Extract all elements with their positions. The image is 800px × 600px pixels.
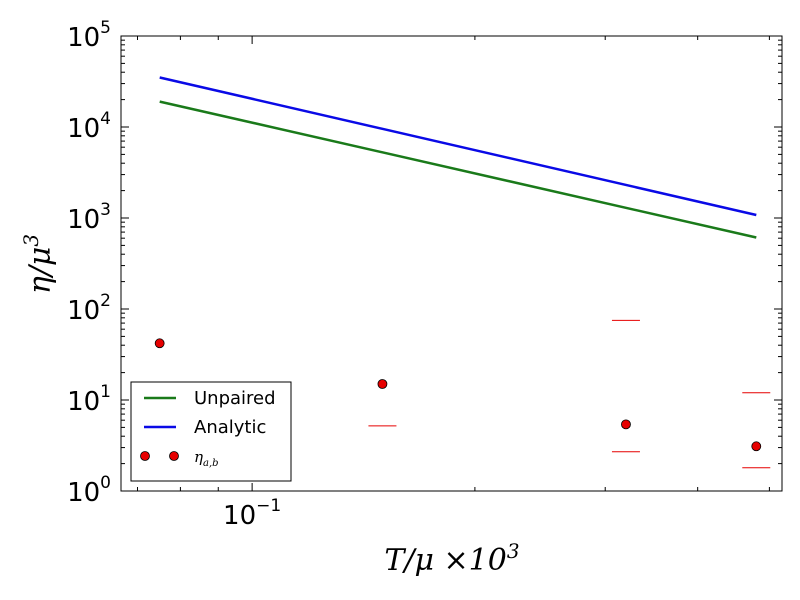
series-markers [154,319,771,469]
series-line-analytic [159,76,757,217]
data-point [751,441,762,452]
y-axis-title-main: η/μ [23,247,58,295]
y-tick-label: 103 [67,200,111,235]
y-tick-label-exp: 3 [100,200,111,220]
legend-label-eta: ηa,b [194,448,219,469]
x-tick-label-exp: −1 [256,496,281,516]
x-tick-label-base: 10 [223,501,256,531]
series-line-unpaired [159,100,757,239]
y-tick-label-exp: 1 [100,382,111,402]
y-tick-label: 101 [67,382,111,417]
y-tick-label: 105 [67,18,111,53]
y-tick-label: 104 [67,109,111,144]
y-tick-label-exp: 2 [100,291,111,311]
y-tick-label-exp: 5 [100,18,111,38]
y-tick-label-base: 10 [67,296,100,326]
y-tick-label-base: 10 [67,478,100,508]
series-lines [159,76,757,239]
legend-swatch-eta-marker-1 [140,451,150,461]
y-tick-label-base: 10 [67,114,100,144]
y-tick-label-base: 10 [67,23,100,53]
x-axis-title-main: T/μ ×10 [384,543,506,578]
legend-label-eta-main: η [194,448,203,466]
y-tick-label-base: 10 [67,205,100,235]
x-axis-title: T/μ ×103 [384,539,519,578]
y-tick-label-exp: 0 [100,473,111,493]
legend-swatch-eta-marker-2 [169,451,179,461]
y-tick-label-exp: 4 [100,109,111,129]
y-tick-label: 102 [67,291,111,326]
legend-label-eta-sub: a,b [203,458,219,469]
data-point [377,379,388,389]
y-axis-title: η/μ3 [19,234,58,294]
y-tick-label: 100 [67,473,111,508]
data-point [154,338,165,349]
legend-label-analytic: Analytic [194,417,266,438]
data-point [621,419,631,430]
y-tick-label-base: 10 [67,387,100,417]
y-axis-title-exp: 3 [19,234,43,247]
legend: Unpaired Analytic ηa,b [130,381,292,482]
legend-label-unpaired: Unpaired [194,388,276,409]
axis-ticks [121,35,782,492]
x-axis-title-exp: 3 [507,539,520,563]
x-tick-label: 10−1 [223,496,281,531]
